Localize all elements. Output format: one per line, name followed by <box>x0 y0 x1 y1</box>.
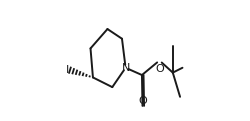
Text: O: O <box>155 64 164 74</box>
Text: O: O <box>138 96 147 106</box>
Text: N: N <box>122 63 130 73</box>
Text: I: I <box>66 65 69 75</box>
